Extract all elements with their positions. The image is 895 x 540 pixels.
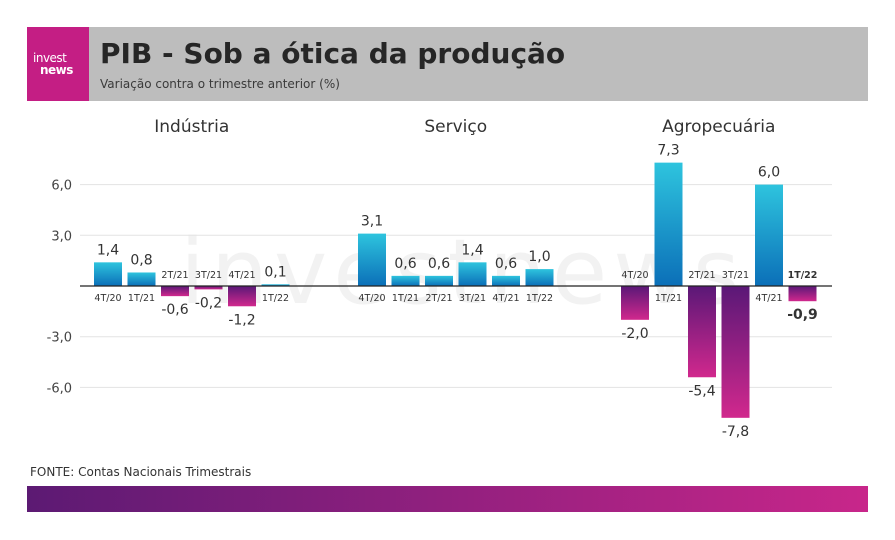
- y-tick-label: 3,0: [51, 229, 72, 244]
- data-label: 7,3: [657, 143, 679, 159]
- x-tick-label: 4T/20: [621, 270, 648, 281]
- group-title: Indústria: [154, 117, 229, 137]
- data-label: -0,9: [787, 307, 818, 323]
- chart-subtitle: Variação contra o trimestre anterior (%): [100, 77, 340, 91]
- data-label: -5,4: [688, 383, 715, 399]
- investnews-logo: invest news: [27, 27, 89, 101]
- bar: [194, 286, 223, 290]
- x-tick-label: 2T/21: [161, 270, 188, 281]
- bar: [127, 272, 156, 286]
- data-label: 0,1: [264, 264, 286, 280]
- group-title: Agropecuária: [662, 117, 775, 137]
- data-label: -0,6: [161, 302, 188, 318]
- bar: [525, 269, 554, 286]
- bar: [688, 286, 716, 378]
- x-tick-label: 4T/20: [94, 293, 121, 304]
- data-label: 0,6: [495, 256, 517, 272]
- chart-title: PIB - Sob a ótica da produção: [100, 37, 566, 70]
- bar: [391, 275, 420, 286]
- bar: [721, 286, 750, 418]
- bar: [621, 286, 649, 320]
- x-tick-label: 2T/21: [425, 293, 452, 304]
- logo-text-news: news: [40, 63, 73, 77]
- x-tick-label: 1T/21: [655, 293, 682, 304]
- x-tick-label: 3T/21: [722, 270, 749, 281]
- bar: [458, 262, 487, 286]
- source-note: FONTE: Contas Nacionais Trimestrais: [30, 465, 252, 479]
- y-tick-label: -6,0: [47, 381, 72, 396]
- bar: [654, 162, 683, 286]
- x-tick-label: 4T/21: [492, 293, 519, 304]
- bar: [755, 184, 783, 286]
- x-tick-label: 1T/22: [526, 293, 553, 304]
- footer-bar: [27, 486, 868, 512]
- header: invest news PIB - Sob a ótica da produçã…: [27, 27, 868, 101]
- bar: [228, 286, 256, 307]
- x-tick-label: 4T/20: [358, 293, 385, 304]
- bar: [425, 275, 453, 286]
- x-tick-label: 1T/22: [788, 270, 818, 281]
- bar: [94, 262, 122, 286]
- data-label: 6,0: [758, 165, 780, 181]
- data-label: -2,0: [621, 326, 648, 342]
- data-label: 1,4: [97, 242, 119, 258]
- data-label: 1,4: [461, 242, 483, 258]
- x-tick-label: 2T/21: [688, 270, 715, 281]
- data-label: -1,2: [228, 312, 255, 328]
- x-tick-label: 4T/21: [228, 270, 255, 281]
- x-tick-label: 3T/21: [195, 270, 222, 281]
- data-label: -7,8: [722, 424, 749, 440]
- data-label: 3,1: [361, 214, 383, 230]
- x-tick-label: 1T/21: [392, 293, 419, 304]
- bar: [261, 284, 290, 286]
- data-label: -0,2: [195, 295, 222, 311]
- x-tick-label: 4T/21: [755, 293, 782, 304]
- logo-text-invest: invest: [33, 51, 67, 65]
- data-label: 0,6: [428, 256, 450, 272]
- group-title: Serviço: [424, 117, 487, 137]
- y-tick-label: 6,0: [51, 179, 72, 194]
- data-label: 0,8: [130, 252, 152, 268]
- bar: [358, 233, 386, 286]
- bar: [492, 275, 520, 286]
- y-tick-label: -3,0: [47, 331, 72, 346]
- bar: [161, 286, 189, 297]
- data-label: 0,6: [394, 256, 416, 272]
- x-tick-label: 3T/21: [459, 293, 486, 304]
- x-tick-label: 1T/22: [262, 293, 289, 304]
- data-label: 1,0: [528, 249, 550, 265]
- bar: [788, 286, 817, 302]
- x-tick-label: 1T/21: [128, 293, 155, 304]
